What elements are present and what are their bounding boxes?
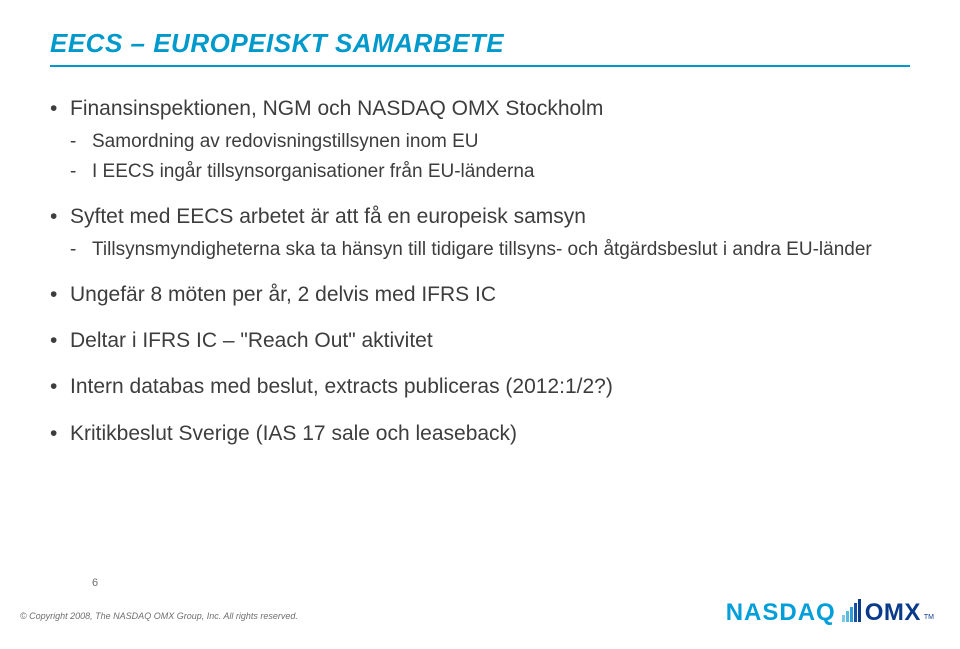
omx-brand: OMX TM xyxy=(842,599,932,627)
omx-bar xyxy=(842,615,845,622)
omx-bars-icon xyxy=(842,599,862,627)
list-item-text: Intern databas med beslut, extracts publ… xyxy=(70,375,613,398)
sub-list: Samordning av redovisningstillsynen inom… xyxy=(70,129,910,184)
sub-list-item: Tillsynsmyndigheterna ska ta hänsyn till… xyxy=(70,237,910,263)
page-number: 6 xyxy=(92,577,98,589)
omx-bar xyxy=(858,599,861,622)
page-title: EECS – EUROPEISKT SAMARBETE xyxy=(50,28,910,59)
slide: EECS – EUROPEISKT SAMARBETE Finansinspek… xyxy=(0,0,960,649)
list-item: Finansinspektionen, NGM och NASDAQ OMX S… xyxy=(50,95,910,185)
omx-word: OMX xyxy=(865,599,921,627)
omx-bar xyxy=(854,603,857,622)
list-item: Kritikbeslut Sverige (IAS 17 sale och le… xyxy=(50,420,910,448)
list-item: Deltar i IFRS IC – "Reach Out" aktivitet xyxy=(50,327,910,355)
list-item: Syftet med EECS arbetet är att få en eur… xyxy=(50,203,910,263)
list-item-text: Ungefär 8 möten per år, 2 delvis med IFR… xyxy=(70,283,496,306)
list-item-text: Deltar i IFRS IC – "Reach Out" aktivitet xyxy=(70,329,433,352)
list-item-text: Syftet med EECS arbetet är att få en eur… xyxy=(70,205,586,228)
list-item: Intern databas med beslut, extracts publ… xyxy=(50,373,910,401)
sub-list-item: I EECS ingår tillsynsorganisationer från… xyxy=(70,159,910,185)
omx-bar xyxy=(846,611,849,622)
title-rule xyxy=(50,65,910,67)
list-item: Ungefär 8 möten per år, 2 delvis med IFR… xyxy=(50,281,910,309)
sub-list: Tillsynsmyndigheterna ska ta hänsyn till… xyxy=(70,237,910,263)
omx-bar xyxy=(850,607,853,622)
bullet-list: Finansinspektionen, NGM och NASDAQ OMX S… xyxy=(50,95,910,448)
sub-list-item: Samordning av redovisningstillsynen inom… xyxy=(70,129,910,155)
list-item-text: Kritikbeslut Sverige (IAS 17 sale och le… xyxy=(70,422,517,445)
copyright-line: © Copyright 2008, The NASDAQ OMX Group, … xyxy=(20,611,298,621)
nasdaq-word: NASDAQ xyxy=(726,599,836,627)
nasdaq-omx-logo: NASDAQ OMX TM xyxy=(726,599,932,627)
list-item-text: Finansinspektionen, NGM och NASDAQ OMX S… xyxy=(70,97,603,120)
tm-mark: TM xyxy=(924,614,934,621)
